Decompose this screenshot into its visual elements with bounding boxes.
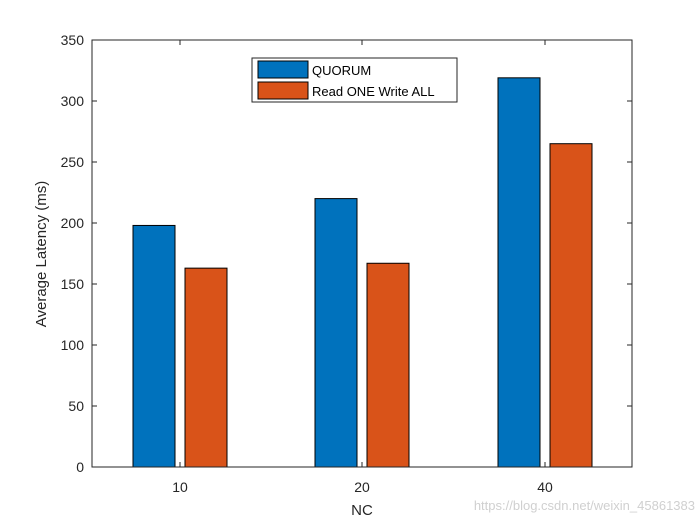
y-tick-label: 50: [68, 398, 84, 414]
bar-series0-cat0: [132, 224, 176, 468]
y-tick-label: 100: [61, 337, 85, 353]
x-tick-label: 40: [537, 479, 553, 495]
x-axis: 10 20 40: [172, 40, 553, 495]
legend-label-read-one-write-all: Read ONE Write ALL: [312, 84, 435, 99]
y-axis-label: Average Latency (ms): [33, 181, 50, 327]
y-tick-label: 200: [61, 215, 85, 231]
bar-series0-cat1: [314, 198, 358, 468]
bar-series1-cat1: [366, 262, 410, 468]
bar-series1-cat2: [549, 143, 593, 468]
legend-swatch-quorum: [257, 60, 309, 79]
legend: QUORUM Read ONE Write ALL: [251, 57, 458, 103]
x-axis-label: NC: [351, 502, 373, 519]
x-tick-label: 10: [172, 479, 188, 495]
y-tick-label: 250: [61, 154, 85, 170]
y-tick-label: 350: [61, 32, 85, 48]
legend-label-quorum: QUORUM: [312, 63, 371, 78]
y-tick-label: 0: [76, 459, 84, 475]
bar-series0-cat2: [497, 77, 541, 468]
watermark: https://blog.csdn.net/weixin_45861383: [474, 498, 695, 513]
y-axis: 0 50 100 150 200 250 300 350: [61, 32, 632, 475]
y-tick-label: 300: [61, 93, 85, 109]
bar-series1-cat0: [184, 267, 228, 468]
x-tick-label: 20: [354, 479, 370, 495]
bars-group: [132, 77, 593, 468]
legend-swatch-read-one-write-all: [257, 81, 309, 100]
y-tick-label: 150: [61, 276, 85, 292]
